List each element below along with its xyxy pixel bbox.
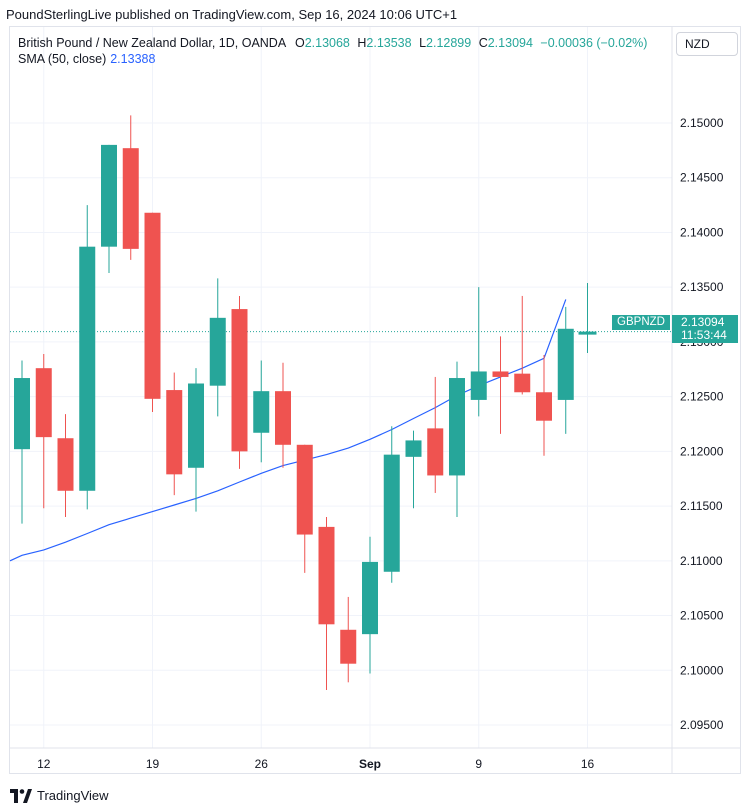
candle-body — [144, 212, 161, 399]
candle-body — [536, 392, 552, 421]
low-label: L — [419, 36, 427, 50]
y-tick-label: 2.15000 — [680, 116, 724, 130]
candle-body — [557, 328, 574, 400]
candle[interactable] — [362, 536, 378, 674]
candle-body — [296, 444, 313, 535]
axes: 2.09500 2.10000 2.10500 2.11000 2.11500 2.120… — [10, 27, 740, 773]
publish-header: PoundSterlingLive published on TradingVi… — [6, 7, 458, 22]
candle-body — [166, 390, 183, 475]
candle[interactable] — [340, 596, 357, 683]
candle-body — [101, 144, 117, 247]
close-label: C — [478, 36, 488, 50]
candle[interactable] — [122, 115, 139, 260]
tradingview-logo[interactable]: TradingView — [10, 788, 109, 803]
low-value: 2.12899 — [426, 36, 472, 50]
open-label: O — [294, 36, 305, 50]
symbol-price-tag: GBPNZD — [612, 315, 670, 330]
candle[interactable] — [166, 372, 183, 496]
candle[interactable] — [275, 362, 291, 468]
y-tick-label: 2.14500 — [680, 171, 724, 185]
bar-countdown: 11:53:44 — [681, 328, 727, 342]
candle[interactable] — [427, 376, 444, 493]
candle-body — [449, 378, 465, 476]
candle-body — [578, 331, 597, 335]
y-tick-label: 2.12500 — [680, 390, 724, 404]
y-tick-label: 2.13500 — [680, 280, 724, 294]
candle-body — [427, 428, 444, 476]
footer-brand: TradingView — [37, 788, 109, 803]
candle-body — [275, 391, 291, 445]
candle-body — [57, 438, 74, 491]
x-tick-label: 16 — [581, 757, 595, 771]
last-price-tag: 2.13094 11:53:44 — [672, 315, 738, 343]
candle-body — [231, 309, 248, 452]
candle-body — [35, 368, 52, 438]
high-value: 2.13538 — [366, 36, 412, 50]
candle-body — [514, 373, 531, 393]
candle[interactable] — [253, 360, 270, 463]
candle[interactable] — [514, 295, 531, 395]
x-tick-label: 9 — [475, 757, 482, 771]
y-tick-label: 2.09500 — [680, 718, 724, 732]
sma-value: 2.13388 — [110, 52, 156, 66]
candle-body — [340, 629, 357, 664]
close-value: 2.13094 — [487, 36, 533, 50]
y-tick-label: 2.10000 — [680, 663, 724, 677]
change-value: −0.00036 (−0.02%) — [540, 36, 648, 50]
y-tick-label: 2.11500 — [680, 499, 723, 513]
candle[interactable] — [318, 517, 335, 690]
candle[interactable] — [188, 368, 204, 512]
y-tick-label: 2.10500 — [680, 609, 724, 623]
candle-body — [209, 317, 226, 386]
candle[interactable] — [405, 430, 422, 509]
candle-body — [492, 371, 509, 377]
y-tick-label: 2.14000 — [680, 225, 724, 239]
last-price-value: 2.13094 — [681, 315, 725, 329]
chart-frame — [9, 26, 741, 774]
candle-body — [253, 391, 270, 433]
candle-body — [383, 454, 400, 572]
candle[interactable] — [578, 283, 597, 353]
symbol-title: British Pound / New Zealand Dollar, 1D, … — [18, 36, 286, 50]
candle[interactable] — [14, 360, 30, 524]
candle[interactable] — [79, 205, 96, 510]
open-value: 2.13068 — [304, 36, 350, 50]
candle[interactable] — [231, 295, 248, 469]
candle-body — [470, 371, 487, 400]
candle-body — [362, 561, 378, 635]
currency-button[interactable]: NZD — [676, 32, 738, 56]
candle[interactable] — [492, 336, 509, 434]
x-tick-label: 26 — [255, 757, 269, 771]
candle-body — [122, 148, 139, 249]
candle[interactable] — [144, 212, 161, 412]
candle[interactable] — [296, 444, 313, 573]
candle[interactable] — [35, 353, 52, 509]
candle[interactable] — [101, 144, 117, 273]
candle[interactable] — [470, 287, 487, 417]
candle-body — [14, 378, 30, 450]
x-tick-label: Sep — [359, 757, 381, 771]
candles — [14, 115, 597, 690]
candle[interactable] — [557, 306, 574, 434]
candle[interactable] — [536, 355, 552, 456]
candle[interactable] — [57, 414, 74, 518]
high-label: H — [357, 36, 367, 50]
candle-body — [79, 246, 96, 491]
candle[interactable] — [449, 361, 465, 518]
symbol-legend: British Pound / New Zealand Dollar, 1D, … — [18, 36, 651, 50]
sma-legend: SMA (50, close) 2.13388 — [18, 52, 155, 66]
sma-label: SMA (50, close) — [18, 52, 107, 66]
candle-body — [188, 383, 204, 468]
y-tick-label: 2.12000 — [680, 444, 724, 458]
x-tick-label: 12 — [37, 757, 51, 771]
candle[interactable] — [383, 426, 400, 583]
x-tick-label: 19 — [146, 757, 160, 771]
tradingview-logo-icon — [10, 788, 32, 803]
candle-body — [318, 526, 335, 625]
candle[interactable] — [209, 278, 226, 417]
y-tick-label: 2.11000 — [680, 554, 723, 568]
candle-body — [405, 440, 422, 457]
